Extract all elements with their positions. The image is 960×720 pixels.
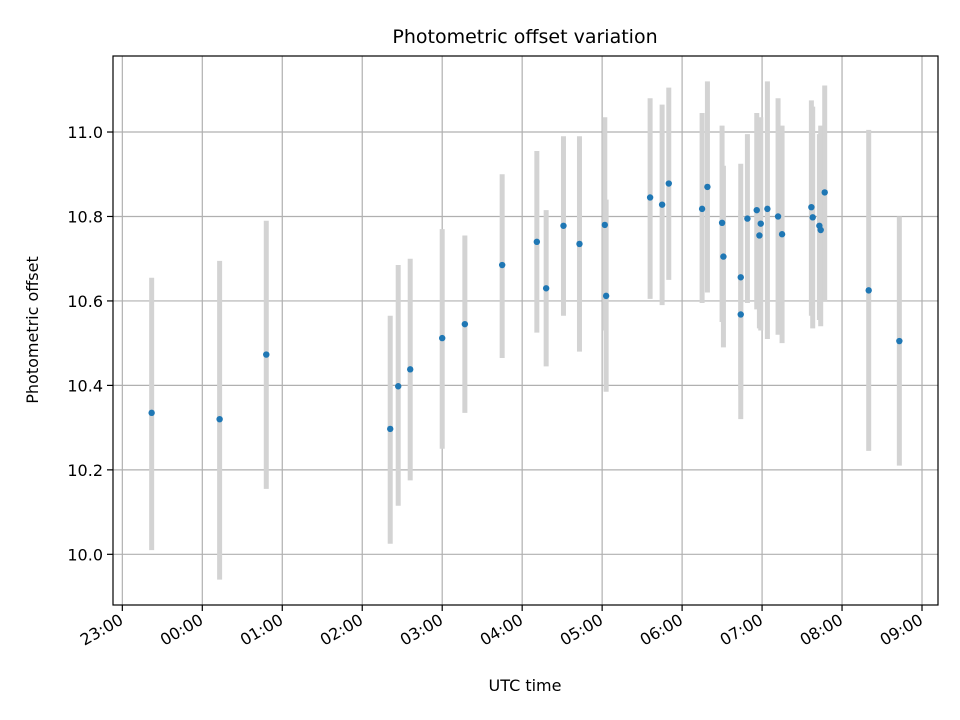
y-tick-label: 10.8: [67, 207, 103, 226]
data-point: [821, 189, 828, 196]
data-point: [665, 180, 672, 187]
data-point: [560, 222, 567, 229]
data-point: [809, 214, 816, 221]
y-tick-label: 10.6: [67, 292, 103, 311]
data-points: [148, 180, 903, 433]
data-point: [744, 215, 751, 222]
data-point: [865, 287, 872, 294]
y-tick-label: 10.4: [67, 376, 103, 395]
data-point: [753, 206, 760, 214]
y-tick-label: 10.2: [67, 461, 103, 480]
data-point: [533, 238, 541, 246]
data-point: [896, 337, 903, 345]
data-point: [263, 351, 270, 358]
y-tick-label: 10.0: [67, 545, 103, 564]
data-point: [646, 194, 654, 201]
y-axis-ticks: 10.0 10.2 10.4 10.6 10.8 11.0: [67, 123, 113, 564]
plot-frame: [112, 55, 939, 606]
data-point: [808, 203, 815, 211]
data-point: [216, 415, 223, 423]
data-point: [778, 231, 786, 238]
data-point: [395, 383, 402, 390]
data-point: [602, 292, 610, 300]
y-tick-label: 11.0: [67, 123, 103, 142]
grid-lines: [113, 56, 938, 605]
data-point: [817, 226, 824, 234]
y-axis-label: Photometric offset: [23, 256, 42, 404]
data-point: [461, 320, 469, 328]
data-point: [542, 285, 550, 292]
data-point: [774, 213, 782, 220]
x-axis-label: UTC time: [489, 676, 562, 695]
data-point: [387, 425, 394, 433]
chart-title: Photometric offset variation: [392, 26, 657, 48]
data-point: [720, 253, 727, 260]
data-point: [576, 240, 583, 248]
data-point: [498, 261, 506, 269]
data-point: [737, 274, 744, 281]
data-point: [658, 201, 666, 208]
data-point: [439, 334, 446, 342]
data-point: [601, 221, 609, 229]
data-point: [737, 311, 744, 318]
plot-area: [113, 56, 938, 605]
data-point: [148, 409, 155, 417]
data-point: [756, 232, 763, 239]
data-point: [764, 205, 771, 213]
data-point: [407, 366, 414, 373]
data-point: [757, 220, 764, 227]
data-point: [718, 219, 726, 227]
data-point: [704, 183, 711, 191]
data-point: [698, 205, 706, 213]
